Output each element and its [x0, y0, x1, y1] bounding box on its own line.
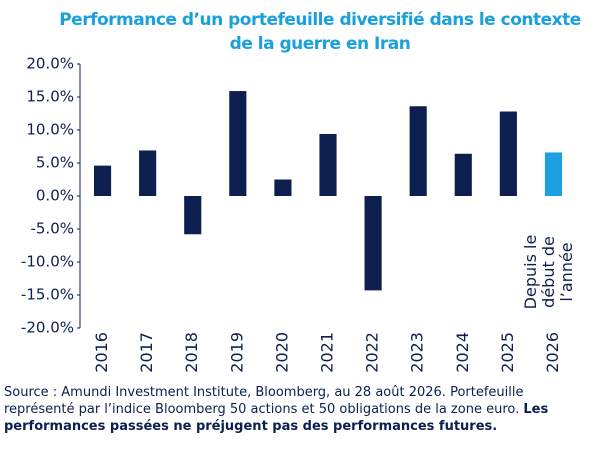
- bar: [139, 150, 157, 196]
- bar: [364, 196, 382, 291]
- annotation: l’année: [557, 242, 576, 301]
- y-tick-label: -5.0%: [30, 220, 74, 238]
- source-text: Source : Amundi Investment Institute, Bl…: [4, 385, 524, 417]
- x-tick-label: 2023: [408, 332, 427, 373]
- x-tick-label: 2017: [137, 332, 156, 373]
- annotation: début de: [539, 236, 558, 308]
- x-tick-label: 2026: [543, 332, 562, 373]
- y-tick-label: 20.0%: [26, 55, 74, 73]
- source-note: Source : Amundi Investment Institute, Bl…: [4, 384, 590, 435]
- bar: [499, 111, 517, 196]
- x-tick-label: 2021: [318, 332, 337, 373]
- bar: [274, 179, 292, 196]
- bar: [184, 196, 202, 235]
- x-tick-label: 2018: [182, 332, 201, 373]
- y-tick-label: -20.0%: [21, 319, 74, 337]
- source-disclaimer: Les performances passées ne préjugent pa…: [4, 402, 549, 434]
- y-tick-label: -10.0%: [21, 253, 74, 271]
- y-tick-label: 15.0%: [26, 88, 74, 106]
- y-tick-label: 10.0%: [26, 121, 74, 139]
- bar: [544, 152, 563, 196]
- x-tick-label: 2019: [227, 332, 246, 373]
- chart-title: de la guerre en Iran: [230, 34, 411, 54]
- bar: [454, 153, 472, 196]
- bar: [409, 106, 427, 196]
- annotation: Depuis le: [521, 235, 540, 310]
- x-tick-label: 2024: [453, 332, 472, 373]
- chart-title: Performance d’un portefeuille diversifié…: [59, 10, 581, 30]
- chart: Performance d’un portefeuille diversifié…: [21, 10, 581, 373]
- x-tick-label: 2020: [272, 332, 291, 373]
- bar: [229, 91, 247, 196]
- bar: [319, 133, 337, 196]
- y-tick-label: 5.0%: [36, 154, 74, 172]
- y-tick-label: 0.0%: [36, 187, 74, 205]
- y-tick-label: -15.0%: [21, 286, 74, 304]
- x-tick-label: 2022: [363, 332, 382, 373]
- x-tick-label: 2016: [92, 332, 111, 373]
- x-tick-label: 2025: [498, 332, 517, 373]
- bar: [93, 165, 112, 196]
